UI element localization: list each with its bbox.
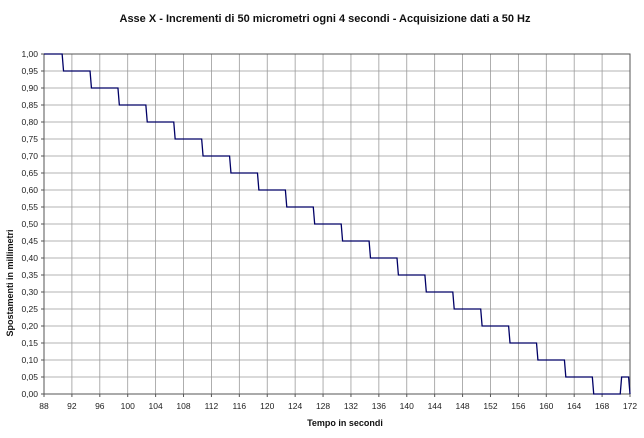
x-tick-label: 88 [39, 401, 49, 411]
x-tick-label: 132 [344, 401, 358, 411]
x-tick-label: 160 [539, 401, 553, 411]
y-tick-label: 0,50 [21, 219, 38, 229]
x-tick-label: 144 [428, 401, 442, 411]
x-tick-label: 140 [400, 401, 414, 411]
x-axis-ticks: 88 92 96 100 104 108 112 116 120 124 128 132 136 140 1… [39, 394, 637, 411]
y-tick-label: 0,00 [21, 389, 38, 399]
x-tick-label: 92 [67, 401, 77, 411]
series-layer [44, 53, 631, 395]
y-tick-label: 0,35 [21, 270, 38, 280]
x-tick-label: 152 [483, 401, 497, 411]
x-tick-label: 128 [316, 401, 330, 411]
y-tick-label: 0,60 [21, 185, 38, 195]
y-tick-label: 0,65 [21, 168, 38, 178]
x-tick-label: 108 [176, 401, 190, 411]
y-tick-label: 0,30 [21, 287, 38, 297]
y-tick-label: 1,00 [21, 49, 38, 59]
x-tick-label: 112 [205, 401, 219, 411]
x-tick-label: 156 [511, 401, 525, 411]
chart-title: Asse X - Incrementi di 50 micrometri ogn… [120, 13, 531, 25]
y-tick-label: 0,15 [21, 338, 38, 348]
y-tick-label: 0,85 [21, 100, 38, 110]
x-tick-label: 124 [288, 401, 302, 411]
y-tick-label: 0,80 [21, 117, 38, 127]
y-tick-label: 0,45 [21, 236, 38, 246]
y-tick-label: 0,20 [21, 321, 38, 331]
x-tick-label: 148 [455, 401, 469, 411]
series-line-0 [44, 53, 631, 395]
y-tick-label: 0,05 [21, 372, 38, 382]
y-axis-ticks: 0,00 0,05 0,10 0,15 0,20 0,25 0,30 0,35 0,40 0,45… [21, 49, 44, 399]
x-tick-label: 116 [233, 401, 247, 411]
x-tick-label: 100 [121, 401, 135, 411]
y-tick-label: 0,90 [21, 83, 38, 93]
x-tick-label: 168 [595, 401, 609, 411]
y-tick-label: 0,70 [21, 151, 38, 161]
x-tick-label: 172 [623, 401, 637, 411]
y-tick-label: 0,95 [21, 66, 38, 76]
y-tick-label: 0,55 [21, 202, 38, 212]
y-axis-label: Spostamenti in millimetri [5, 229, 15, 336]
x-tick-label: 120 [260, 401, 274, 411]
x-axis-label: Tempo in secondi [307, 418, 383, 428]
x-tick-label: 104 [149, 401, 163, 411]
x-tick-label: 164 [567, 401, 581, 411]
y-tick-label: 0,10 [21, 355, 38, 365]
y-tick-label: 0,40 [21, 253, 38, 263]
y-tick-label: 0,25 [21, 304, 38, 314]
x-tick-label: 96 [95, 401, 105, 411]
y-tick-label: 0,75 [21, 134, 38, 144]
x-tick-label: 136 [372, 401, 386, 411]
